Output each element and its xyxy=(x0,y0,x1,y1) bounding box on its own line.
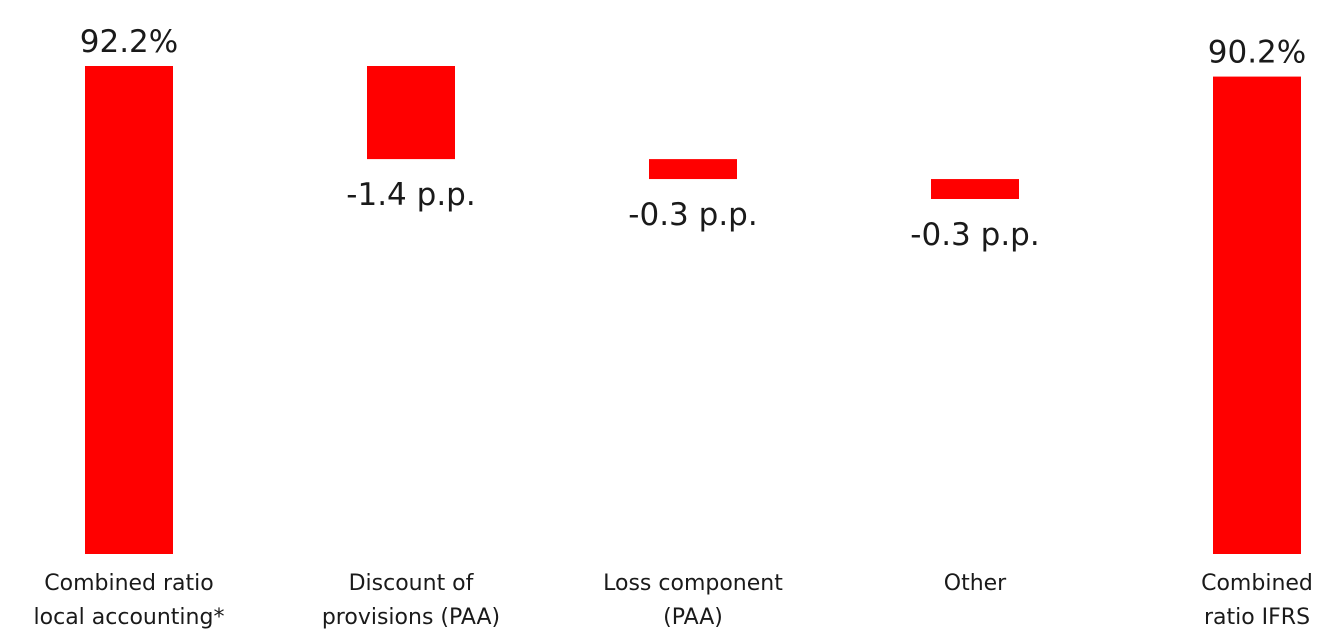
bar-3 xyxy=(931,179,1019,199)
data-label-3: -0.3 p.p. xyxy=(910,217,1039,253)
category-label-0: Combined ratio local accounting* xyxy=(34,571,225,630)
category-label-3: Other xyxy=(944,571,1007,596)
bar-2 xyxy=(649,159,737,180)
bar-1 xyxy=(367,66,455,160)
bar-4 xyxy=(1213,76,1301,554)
category-label-4: Combined ratio IFRS xyxy=(1201,571,1313,630)
data-label-0: 92.2% xyxy=(80,24,178,60)
data-label-1: -1.4 p.p. xyxy=(346,177,475,213)
data-label-2: -0.3 p.p. xyxy=(628,197,757,233)
category-label-2: Loss component (PAA) xyxy=(603,571,783,630)
bar-0 xyxy=(85,66,173,554)
category-label-1: Discount of provisions (PAA) xyxy=(322,571,500,630)
data-label-4: 90.2% xyxy=(1208,35,1306,71)
